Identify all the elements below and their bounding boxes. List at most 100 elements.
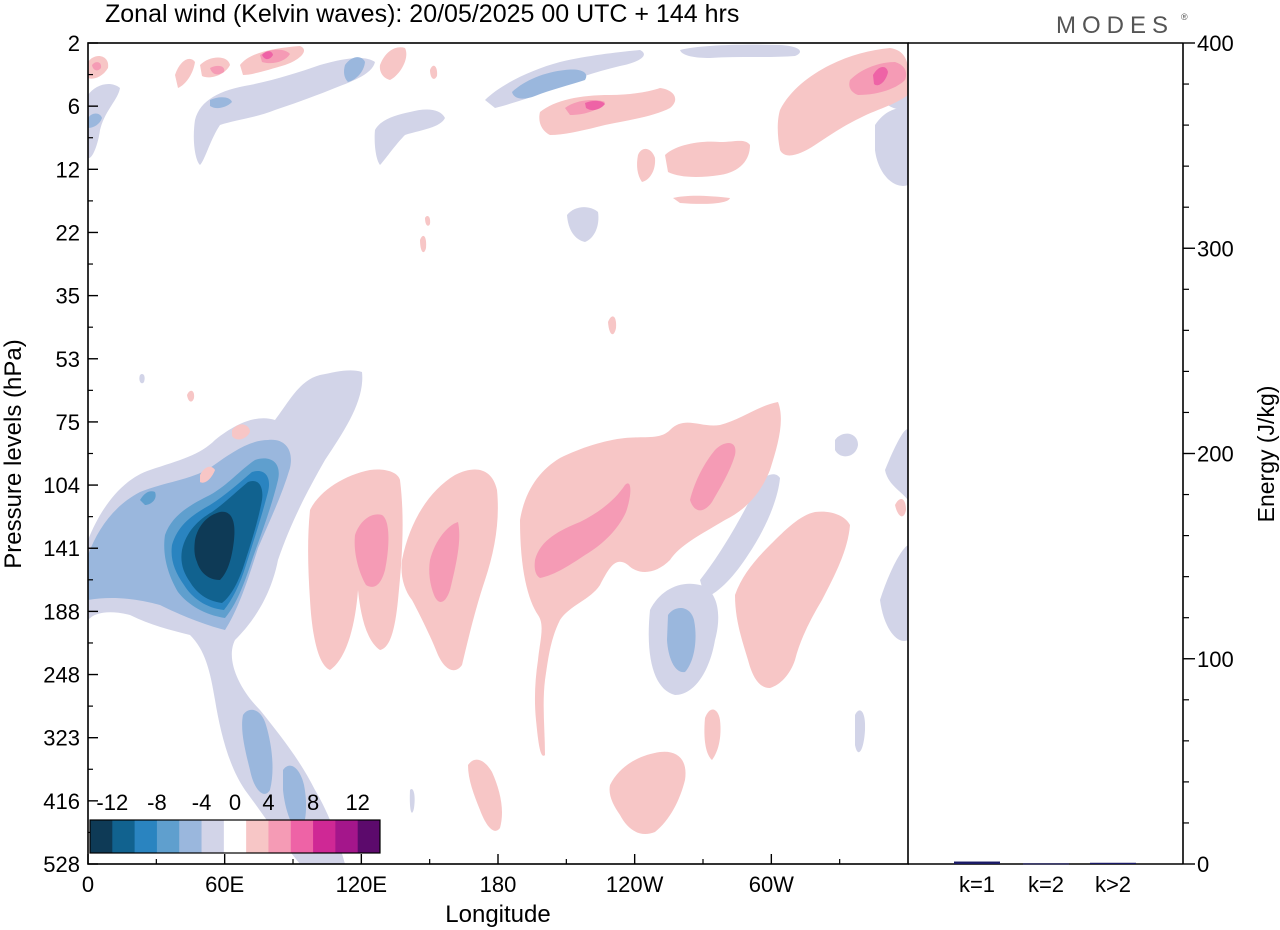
energy-category-label: k>2 <box>1095 872 1131 897</box>
colorbar-label: 12 <box>345 790 369 815</box>
pos-region-1 <box>308 469 403 670</box>
colorbar-label: -12 <box>96 790 128 815</box>
chart-title: Zonal wind (Kelvin waves): 20/05/2025 00… <box>105 0 739 28</box>
neg12-region-core <box>194 511 235 580</box>
energy-tick-label: 200 <box>1197 442 1234 467</box>
y-tick-label: 141 <box>43 536 80 561</box>
colorbar-label: -4 <box>192 790 212 815</box>
contour-band-positive-6 <box>262 51 888 111</box>
pos-region-top-11 <box>420 235 427 253</box>
pos-region-7 <box>704 709 721 760</box>
pos-region-6 <box>468 759 503 831</box>
y-tick-label: 35 <box>56 284 80 309</box>
x-tick-label: 60E <box>205 872 244 897</box>
colorbar-swatch <box>246 820 269 853</box>
contour-band-negative-2 <box>88 44 908 864</box>
contour-band-positive-2 <box>88 46 908 835</box>
neg4-region-lower-2 <box>283 765 307 832</box>
energy-bars <box>954 861 1136 865</box>
neg-region-top-1 <box>193 58 375 166</box>
energy-panel: 0 100 200 300 400 k=1 k=2 k>2 Energy (J/kg) <box>908 31 1279 897</box>
logo-text: MODES <box>1056 12 1174 39</box>
y-axis-title: Pressure levels (hPa) <box>0 339 27 568</box>
colorbar-swatch <box>201 820 225 853</box>
energy-bar <box>1090 862 1136 864</box>
neg-region-dot-4 <box>409 788 415 813</box>
pos6-region-1 <box>585 100 605 111</box>
neg4-region-top-1 <box>512 69 587 99</box>
energy-category-label: k=2 <box>1028 872 1064 897</box>
colorbar-swatch <box>90 820 113 853</box>
energy-tick-label: 0 <box>1197 852 1209 877</box>
neg-region-far-east <box>885 429 908 500</box>
pos-region-9 <box>200 466 215 483</box>
neg-region-top-7 <box>875 108 908 186</box>
pos-region-top-10 <box>673 195 730 204</box>
energy-tick-label: 100 <box>1197 647 1234 672</box>
neg4-region-top-4 <box>210 97 232 109</box>
x-axis: 0 60E 120E 180 120W 60W <box>82 854 841 897</box>
pos-region-top-5 <box>379 47 407 80</box>
pos6-region-3 <box>262 51 273 60</box>
neg-region-top-6 <box>567 207 599 242</box>
pos4-region-3 <box>534 483 631 578</box>
neg-region-far-east-lower <box>880 545 908 641</box>
energy-axis-title: Energy (J/kg) <box>1253 386 1279 523</box>
pos-region-8 <box>232 424 250 440</box>
neg4-region-east <box>667 608 696 673</box>
colorbar-label: 0 <box>229 790 241 815</box>
neg-region-dot-3 <box>139 373 145 384</box>
energy-tick-label: 400 <box>1197 31 1234 56</box>
pos6-region-2 <box>873 66 888 86</box>
colorbar-swatch <box>357 820 381 853</box>
colorbar-swatch <box>335 820 359 853</box>
modes-logo: MODES ® <box>1056 12 1188 39</box>
pos4-region-top-3 <box>210 65 225 75</box>
pos4-region-4 <box>690 443 736 511</box>
energy-categories: k=1 k=2 k>2 <box>959 872 1131 897</box>
colorbar-swatch <box>112 820 136 853</box>
colorbar-swatch <box>179 820 203 853</box>
neg-region-dot-1 <box>835 433 858 457</box>
contour-band-positive-4 <box>92 49 907 602</box>
colorbar-swatch <box>268 820 292 853</box>
x-tick-label: 180 <box>480 872 517 897</box>
neg-region-dot-2 <box>855 710 866 753</box>
colorbar-swatch <box>313 820 336 853</box>
colorbar-swatch <box>290 820 314 853</box>
pos-region-10 <box>187 390 195 402</box>
x-axis-title: Longitude <box>445 901 550 928</box>
pos-region-top-12 <box>425 216 431 226</box>
y-tick-label: 2 <box>68 31 80 56</box>
colorbar-swatch <box>223 820 247 853</box>
neg-region-top-2 <box>88 84 120 159</box>
pos-region-top-13 <box>430 65 438 79</box>
pos-region-top-2 <box>175 58 195 88</box>
pos-region-12 <box>895 498 906 517</box>
y-tick-label: 323 <box>43 726 80 751</box>
y-tick-label: 248 <box>43 663 80 688</box>
y-tick-label: 528 <box>43 852 80 877</box>
pos4-region-1 <box>354 514 389 587</box>
colorbar-swatch <box>134 820 158 853</box>
x-tick-label: 120E <box>336 872 387 897</box>
energy-tick-label: 300 <box>1197 236 1234 261</box>
x-tick-label: 60W <box>749 872 794 897</box>
y-tick-label: 22 <box>56 220 80 245</box>
y-tick-label: 75 <box>56 410 80 435</box>
logo-mark: ® <box>1181 12 1188 22</box>
colorbar-frame <box>89 819 381 854</box>
pos-region-11 <box>608 316 617 335</box>
neg4-region-top-2 <box>344 57 365 82</box>
pos-region-top-6 <box>539 88 676 135</box>
pos-region-top-8 <box>665 140 750 177</box>
y-tick-label: 188 <box>43 599 80 624</box>
pos-region-5 <box>609 751 686 835</box>
y-tick-label: 6 <box>68 94 80 119</box>
neg4-region-lower <box>242 709 273 794</box>
contour-field <box>88 44 908 864</box>
neg-region-east-strip <box>700 474 780 598</box>
x-tick-label: 120W <box>606 872 664 897</box>
energy-bar <box>954 861 1000 864</box>
colorbar-label: 4 <box>262 790 274 815</box>
